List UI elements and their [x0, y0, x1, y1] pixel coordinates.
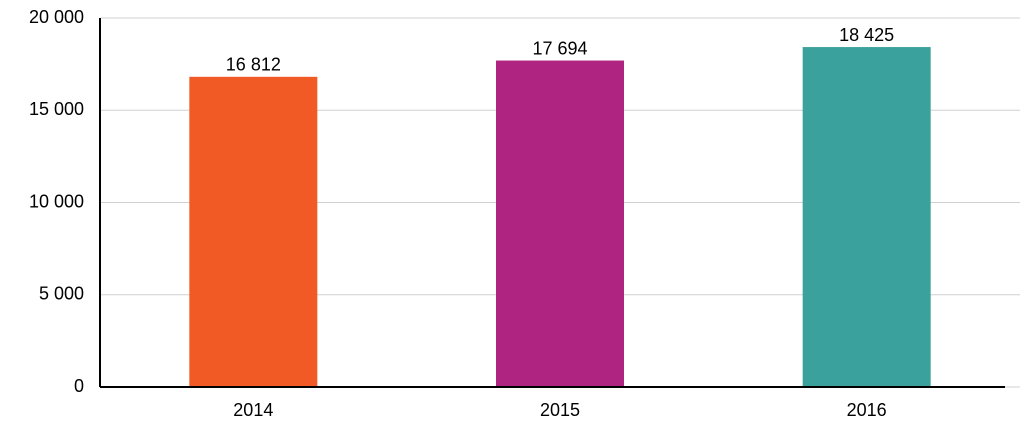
y-tick-label: 10 000 [29, 191, 84, 211]
x-tick-label: 2014 [233, 400, 273, 420]
bar [189, 76, 318, 387]
data-label: 16 812 [226, 55, 281, 75]
data-label: 17 694 [532, 38, 587, 58]
y-tick-label: 0 [74, 376, 84, 396]
y-tick-label: 20 000 [29, 7, 84, 27]
y-tick-label: 5 000 [39, 284, 84, 304]
y-tick-label: 15 000 [29, 99, 84, 119]
x-tick-label: 2016 [847, 400, 887, 420]
bar [496, 60, 624, 387]
bar [802, 47, 931, 388]
data-label: 18 425 [839, 25, 894, 45]
x-tick-label: 2015 [540, 400, 580, 420]
